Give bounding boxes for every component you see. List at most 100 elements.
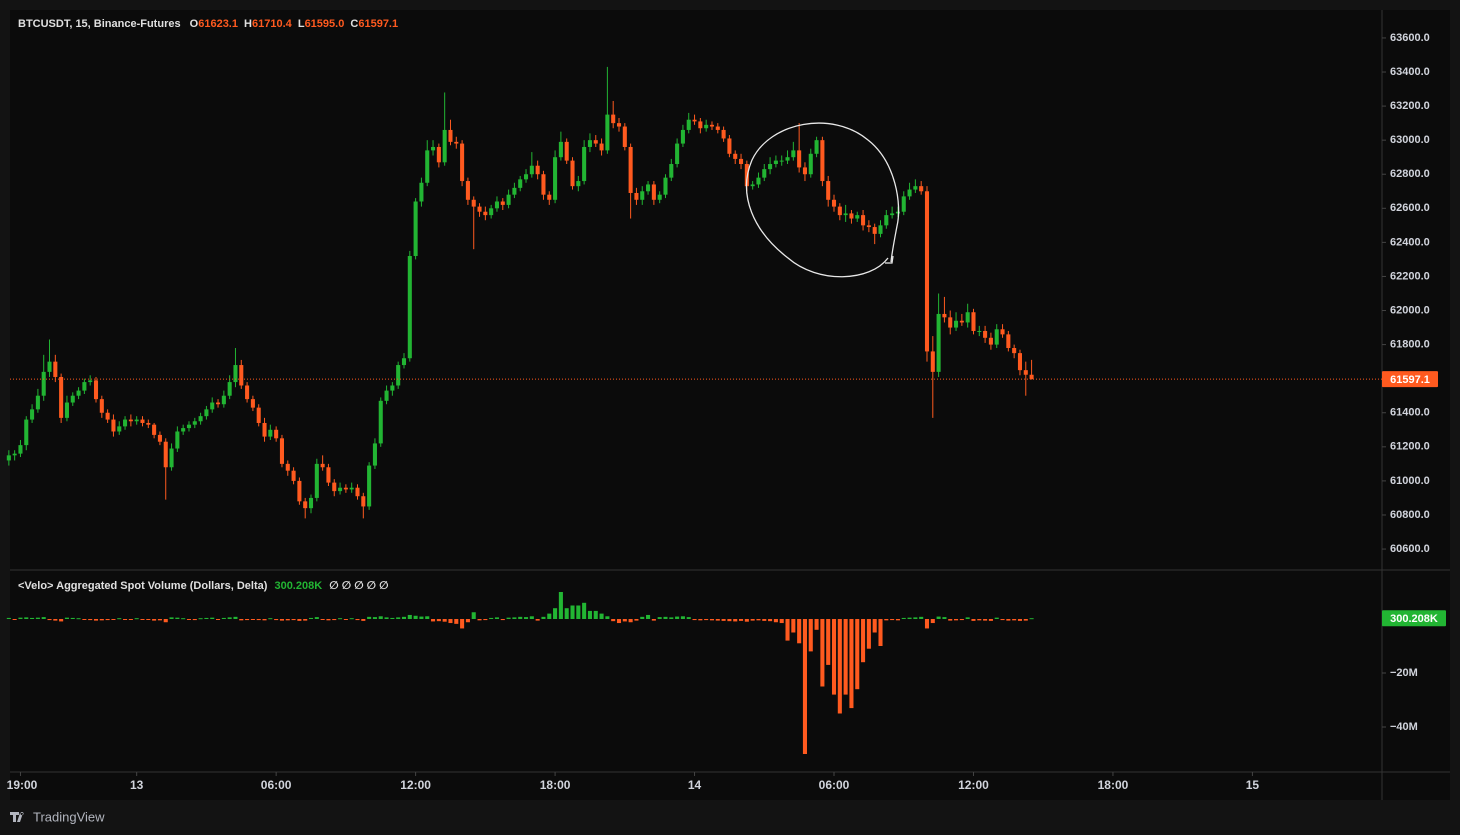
candle-body (175, 431, 180, 449)
candle-body (53, 361, 58, 377)
volume-bar (890, 619, 895, 621)
candle-body (762, 169, 767, 178)
y-tick-label: 60800.0 (1390, 509, 1430, 521)
candle-body (262, 422, 267, 437)
volume-bar (262, 619, 267, 621)
volume-bar (163, 619, 168, 623)
candle-body (35, 395, 40, 410)
y-tick-label: 61800.0 (1390, 339, 1430, 351)
x-tick-label: 12:00 (958, 778, 989, 792)
x-tick-label: 18:00 (540, 778, 571, 792)
chart-header: BTCUSDT, 15, Binance-Futures O61623.1 H6… (18, 18, 398, 30)
candle-body (773, 160, 778, 165)
volume-bar (582, 602, 587, 620)
candle-body (93, 380, 99, 400)
candle-body (797, 150, 802, 168)
candle-body (24, 419, 29, 446)
candle-body (808, 153, 813, 175)
candle-body (465, 181, 470, 200)
volume-bar (721, 619, 726, 621)
volume-bar (837, 619, 842, 714)
candle-body (680, 129, 685, 144)
volume-bar (849, 619, 854, 709)
volume-bar (605, 616, 610, 620)
volume-bar (512, 617, 517, 620)
volume-bar (570, 605, 575, 620)
volume-bar (239, 619, 244, 621)
volume-bar (483, 619, 488, 621)
y-tick-label: 63600.0 (1390, 32, 1430, 44)
volume-bar (715, 619, 720, 621)
volume-bar (797, 619, 802, 644)
volume-bar (558, 592, 563, 620)
candle-body (506, 194, 511, 205)
volume-bar (611, 619, 616, 622)
y-tick-label: −40M (1390, 721, 1418, 733)
volume-bar (332, 619, 337, 621)
candle-body (401, 358, 407, 366)
candle-body (750, 184, 755, 187)
candle-body (227, 382, 232, 396)
candle-body (907, 189, 912, 197)
volume-bar (477, 619, 482, 621)
candle-body (663, 177, 668, 195)
candle-body (512, 187, 517, 195)
volume-bar (401, 616, 407, 620)
candle-body (709, 124, 715, 127)
candle-body (518, 179, 523, 188)
volume-bar (494, 617, 500, 620)
candle-body (983, 330, 988, 338)
volume-bar (6, 617, 11, 620)
volume-bar (895, 619, 900, 621)
candle-body (320, 463, 325, 468)
volume-bar (361, 619, 366, 621)
volume-bar (245, 619, 250, 621)
volume-bar (541, 616, 546, 620)
volume-bar (297, 619, 302, 621)
volume-bar (779, 619, 784, 624)
candle-body (930, 351, 935, 372)
volume-bar (506, 617, 511, 620)
candle-body (704, 124, 709, 129)
volume-bar (175, 617, 180, 620)
volume-bar (59, 619, 64, 622)
candle-body (1029, 374, 1034, 380)
candle-body (489, 208, 494, 216)
volume-bar (872, 619, 877, 633)
candle-body (152, 424, 157, 435)
ohlc-value: 61595.0 (305, 18, 345, 30)
y-tick-label: 62600.0 (1390, 202, 1430, 214)
candle-body (692, 119, 697, 122)
volume-bar (18, 617, 23, 620)
candle-body (820, 140, 825, 182)
volume-bar (733, 619, 738, 622)
volume-bar (616, 619, 622, 624)
y-tick-label: 63400.0 (1390, 66, 1430, 78)
candle-body (6, 455, 11, 461)
x-tick-label: 14 (688, 778, 702, 792)
volume-bar (663, 616, 668, 620)
ohlc-label: H (244, 18, 252, 30)
volume-bar (640, 616, 645, 620)
candle-body (169, 448, 174, 468)
candle-body (431, 146, 436, 151)
volume-bar (744, 619, 749, 622)
volume-bar (954, 619, 959, 621)
volume-bar (948, 619, 953, 621)
candle-body (727, 138, 732, 154)
volume-bar (117, 618, 122, 620)
candle-body (105, 412, 110, 420)
candle-body (245, 385, 250, 400)
volume-bar (355, 619, 360, 621)
volume-bar (913, 617, 918, 620)
volume-bar (88, 619, 93, 621)
volume-bar (192, 619, 197, 621)
candle-body (657, 194, 662, 200)
volume-bar (123, 619, 128, 621)
volume-placeholders: ∅ ∅ ∅ ∅ ∅ (329, 580, 388, 592)
volume-bar (866, 619, 871, 649)
candle-body (198, 416, 203, 422)
candle-body (861, 215, 866, 226)
candle-body (988, 337, 993, 345)
ohlc-label: O (190, 18, 199, 30)
